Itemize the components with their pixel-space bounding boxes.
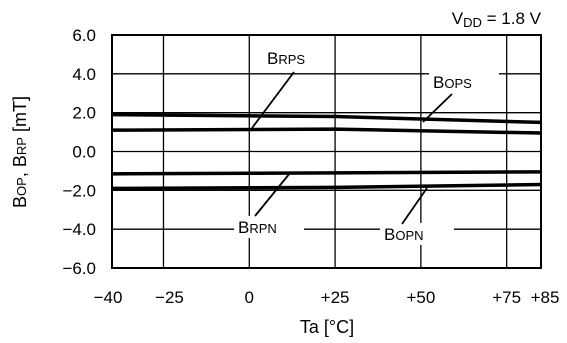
grid-lines: [112, 35, 541, 268]
series-label-brps: BRPS: [267, 49, 305, 68]
x-tick-label: +25: [321, 288, 350, 307]
series-line-bops: [111, 112, 542, 125]
series-line-bopn: [111, 182, 542, 191]
series-label-leader: [251, 71, 295, 129]
series-label-background: [429, 71, 499, 93]
y-tick-label: 0.0: [72, 143, 96, 162]
series-label-background: [380, 223, 454, 245]
x-tick-label: −25: [155, 288, 184, 307]
x-axis-tick-labels: −40 −25 0 +25 +50 +75 +85: [94, 288, 560, 307]
series-label-bopn: BOPN: [384, 225, 424, 244]
y-tick-label: −6.0: [62, 259, 96, 278]
y-axis-title: BOP, BRP [mT]: [10, 96, 30, 208]
x-tick-label: +50: [406, 288, 435, 307]
y-tick-label: 4.0: [72, 65, 96, 84]
series-line-brps: [111, 127, 542, 135]
vdd-annotation: VDD = 1.8 V: [452, 9, 542, 30]
y-tick-label: −4.0: [62, 220, 96, 239]
series-line-brpn: [111, 170, 542, 176]
x-tick-label: 0: [245, 288, 254, 307]
series-label-background: [234, 216, 304, 238]
plot-area-frame: [111, 34, 542, 269]
x-tick-label: +75: [492, 288, 521, 307]
series-label-background: [263, 47, 331, 69]
y-tick-label: 6.0: [72, 26, 96, 45]
x-tick-label: −40: [94, 288, 123, 307]
x-tick-label: +85: [531, 288, 560, 307]
series-label-leader: [254, 172, 291, 217]
series-label-brpn: BRPN: [238, 218, 277, 237]
series-label-leader: [401, 187, 428, 225]
series-label-bops: BOPS: [433, 73, 472, 92]
y-tick-label: −2.0: [62, 181, 96, 200]
x-axis-title: Ta [°C]: [300, 317, 354, 337]
series-label-leader: [422, 93, 453, 123]
y-tick-label: 2.0: [72, 104, 96, 123]
y-axis-tick-labels: 6.0 4.0 2.0 0.0 −2.0 −4.0 −6.0: [62, 26, 96, 278]
series-layer: BOPS BRPS BRPN BOPN: [111, 47, 542, 245]
